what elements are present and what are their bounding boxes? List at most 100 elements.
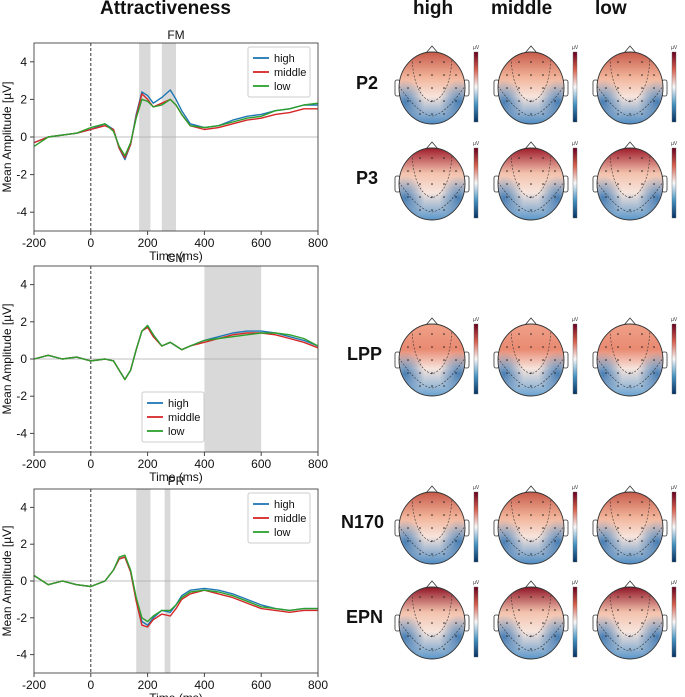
electrode-dot [617, 372, 619, 374]
legend: high middle low [247, 492, 311, 544]
electrode-dot [443, 622, 445, 624]
electrode-dot [554, 635, 556, 637]
electrode-dot [554, 622, 556, 624]
electrode-dot [443, 333, 445, 335]
electrode-dot [554, 527, 556, 529]
electrode-dot [629, 648, 631, 650]
electrode-dot [518, 596, 520, 598]
topomap-n170-low: µV [592, 485, 678, 565]
legend-box [141, 391, 205, 443]
electrode-dot [407, 609, 409, 611]
electrode-dot [641, 87, 643, 89]
electrode-dot [554, 196, 556, 198]
legend-label-high: high [274, 53, 295, 65]
electrode-dot [518, 514, 520, 516]
electrode-dot [431, 209, 433, 211]
electrode-dot [518, 622, 520, 624]
electrode-dot [605, 346, 607, 348]
topomap-epn-high: µV [394, 580, 480, 660]
electrode-dot [641, 333, 643, 335]
electrode-dot [431, 183, 433, 185]
electrode-dot [617, 385, 619, 387]
nose-outline [623, 317, 637, 326]
electrode-dot [617, 540, 619, 542]
y-axis-label: Mean Amplitude [µV] [0, 304, 14, 415]
electrode-dot [653, 346, 655, 348]
y-tick-label: 4 [20, 55, 27, 69]
electrode-dot [431, 635, 433, 637]
row-label-p3: P3 [356, 168, 379, 188]
electrode-dot [419, 100, 421, 102]
contour-line [597, 357, 663, 389]
electrode-dot [506, 635, 508, 637]
electrode-dot [419, 648, 421, 650]
contour-line [609, 329, 651, 375]
electrode-dot [455, 635, 457, 637]
electrode-dot [518, 196, 520, 198]
electrode-dot [506, 514, 508, 516]
head-outline [497, 586, 565, 660]
electrode-dot [518, 346, 520, 348]
negative-region [637, 176, 663, 220]
head-outline [398, 323, 466, 397]
head-outline [596, 51, 664, 125]
electrode-dot [407, 359, 409, 361]
y-tick-label: -4 [16, 648, 27, 662]
electrode-dot [641, 100, 643, 102]
electrode-dot [542, 372, 544, 374]
electrode-dot [455, 609, 457, 611]
electrode-dot [530, 196, 532, 198]
electrode-dot [605, 74, 607, 76]
electrode-dot [629, 100, 631, 102]
topomap-n170-high: µV [394, 485, 480, 565]
electrode-dot [443, 609, 445, 611]
y-axis-label: Mean Amplitude [µV] [0, 82, 14, 193]
electrode-dot [431, 501, 433, 503]
x-tick-label: 400 [194, 457, 214, 471]
electrode-dot [530, 596, 532, 598]
colorbar-unit: µV [473, 141, 480, 147]
topomap-p3-high: µV [394, 141, 480, 221]
topomap-n170-middle: µV [493, 485, 579, 565]
electrode-dot [653, 372, 655, 374]
electrode-dot [629, 61, 631, 63]
electrode-dot [617, 157, 619, 159]
electrode-dot [431, 648, 433, 650]
electrode-dot [419, 527, 421, 529]
head-outline [497, 147, 565, 221]
electrode-dot [530, 501, 532, 503]
negative-region [538, 80, 564, 124]
electrode-dot [605, 622, 607, 624]
electrode-dot [617, 635, 619, 637]
nose-outline [623, 141, 637, 150]
legend-label-low: low [168, 426, 185, 438]
colorbar-unit: µV [473, 485, 480, 491]
contour-line [399, 620, 465, 652]
electrode-dot [419, 553, 421, 555]
electrode-dot [407, 514, 409, 516]
negative-region [637, 520, 663, 564]
head-outline [596, 147, 664, 221]
electrode-dot [530, 514, 532, 516]
electrode-dot [542, 346, 544, 348]
electrode-dot [629, 157, 631, 159]
legend-label-high: high [168, 398, 189, 410]
electrode-dot [431, 514, 433, 516]
electrode-dot [629, 372, 631, 374]
electrode-dot [629, 514, 631, 516]
electrode-dot [542, 87, 544, 89]
electrode-dot [506, 87, 508, 89]
electrode-dot [542, 527, 544, 529]
electrode-dot [419, 183, 421, 185]
topomap-p3-middle: µV [493, 141, 579, 221]
electrode-dot [443, 540, 445, 542]
head-outline [497, 323, 565, 397]
electrode-dot [629, 596, 631, 598]
y-tick-label: 4 [20, 278, 27, 292]
electrode-dot [653, 609, 655, 611]
head-outline [596, 323, 664, 397]
electrode-dot [542, 61, 544, 63]
head-outline [398, 491, 466, 565]
electrode-dot [443, 196, 445, 198]
row-label-lpp: LPP [347, 344, 383, 364]
